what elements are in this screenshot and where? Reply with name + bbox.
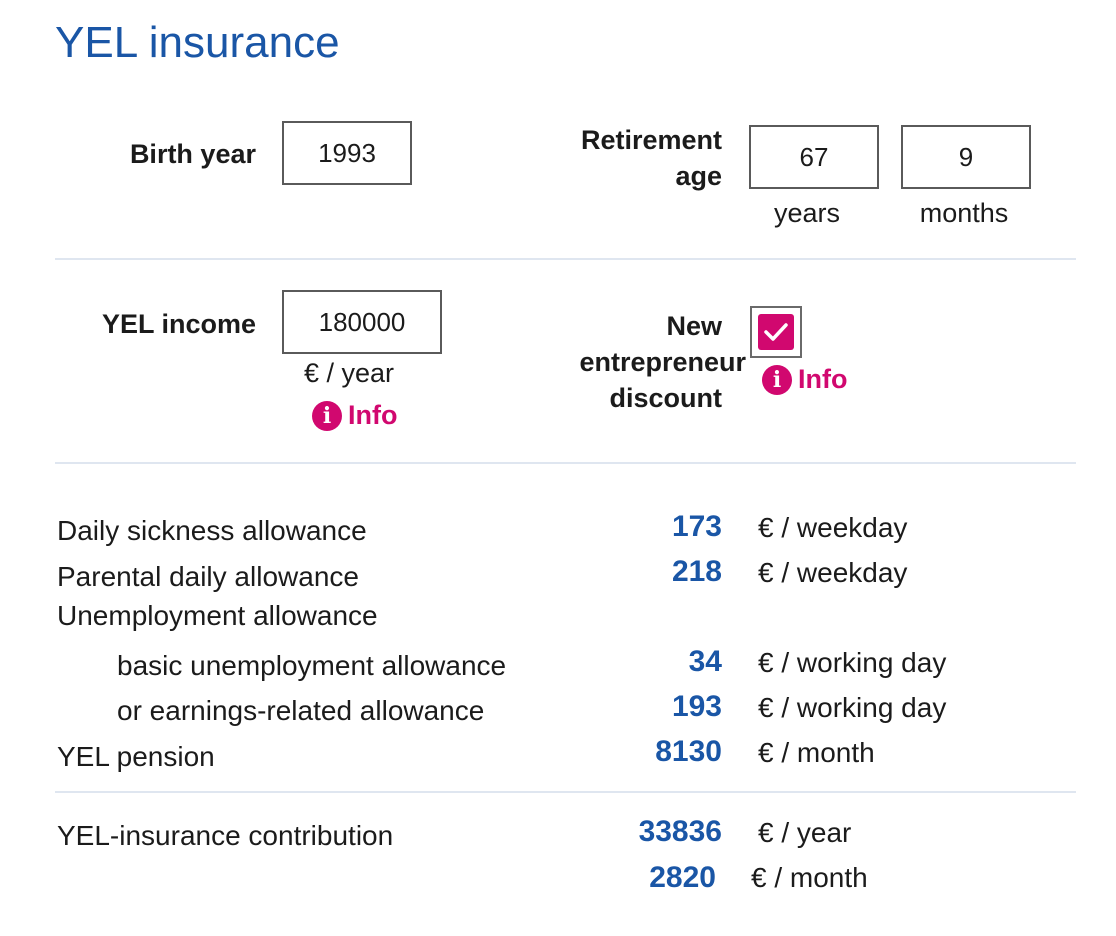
info-icon: i <box>762 364 792 395</box>
yel-income-unit: € / year <box>303 358 395 388</box>
birth-year-input[interactable] <box>282 121 412 185</box>
retirement-age-label: Retirement age <box>520 122 722 194</box>
retirement-months-input[interactable] <box>901 125 1031 189</box>
divider <box>55 258 1076 260</box>
basic-unemployment-label: basic unemployment allowance <box>117 650 507 681</box>
earnings-related-label: or earnings-related allowance <box>117 695 485 726</box>
discount-info-text: Info <box>798 364 848 394</box>
new-entrepreneur-discount-checkbox[interactable] <box>750 306 802 358</box>
yel-pension-value: 8130 <box>655 735 722 768</box>
parental-daily-unit: € / weekday <box>758 557 908 588</box>
checkbox-checked-fill <box>758 314 794 350</box>
discount-label-line1: New <box>666 311 722 341</box>
page-title: YEL insurance <box>55 18 340 67</box>
unemployment-label: Unemployment allowance <box>57 600 378 631</box>
daily-sickness-value: 173 <box>671 510 722 543</box>
retirement-age-label-line2: age <box>675 161 722 191</box>
years-label: years <box>773 198 841 228</box>
yel-pension-label: YEL pension <box>57 741 215 772</box>
contribution-month-value: 2820 <box>649 861 716 894</box>
basic-unemployment-value: 34 <box>688 645 722 678</box>
daily-sickness-label: Daily sickness allowance <box>57 515 367 546</box>
contribution-year-value: 33836 <box>638 815 722 848</box>
yel-pension-unit: € / month <box>758 737 875 768</box>
yel-income-info-text: Info <box>348 400 398 430</box>
divider <box>55 462 1076 464</box>
discount-info-link[interactable]: i Info <box>762 364 847 395</box>
yel-income-input[interactable] <box>282 290 442 354</box>
info-icon: i <box>312 400 342 431</box>
contribution-month-unit: € / month <box>751 862 868 893</box>
earnings-related-value: 193 <box>671 690 722 723</box>
parental-daily-value: 218 <box>671 555 722 588</box>
daily-sickness-unit: € / weekday <box>758 512 908 543</box>
contribution-label: YEL-insurance contribution <box>57 820 394 851</box>
discount-label-line3: discount <box>609 383 723 413</box>
months-label: months <box>919 198 1009 228</box>
parental-daily-label: Parental daily allowance <box>57 561 359 592</box>
divider <box>55 791 1076 793</box>
new-entrepreneur-discount-label: New entrepreneur discount <box>540 308 746 416</box>
yel-income-label: YEL income <box>101 309 256 339</box>
checkmark-icon <box>764 323 788 341</box>
discount-label-line2: entrepreneur <box>579 347 746 377</box>
yel-income-info-link[interactable]: i Info <box>312 400 397 431</box>
contribution-year-unit: € / year <box>758 817 852 848</box>
retirement-years-input[interactable] <box>749 125 879 189</box>
basic-unemployment-unit: € / working day <box>758 647 947 678</box>
retirement-age-label-line1: Retirement <box>580 125 722 155</box>
birth-year-label: Birth year <box>129 139 256 169</box>
earnings-related-unit: € / working day <box>758 692 947 723</box>
